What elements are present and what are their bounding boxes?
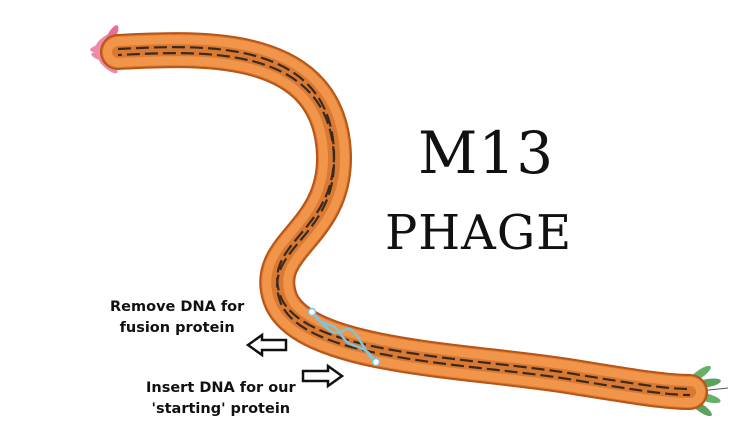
left-arrow-icon [245,332,288,358]
insert-dna-label-line2: 'starting' protein [151,401,291,417]
diagram-title: M13 [418,119,555,187]
inserted-dna-segment [307,307,381,367]
remove-dna-label: Remove DNA for fusion protein [110,297,244,339]
insert-dna-label-line1: Insert DNA for our [146,380,296,396]
remove-dna-label-line2: fusion protein [119,320,235,336]
diagram-subtitle: PHAGE [385,205,573,261]
right-arrow-icon [301,363,345,389]
insert-dna-label: Insert DNA for our 'starting' protein [146,378,296,420]
remove-dna-label-line1: Remove DNA for [110,299,245,315]
